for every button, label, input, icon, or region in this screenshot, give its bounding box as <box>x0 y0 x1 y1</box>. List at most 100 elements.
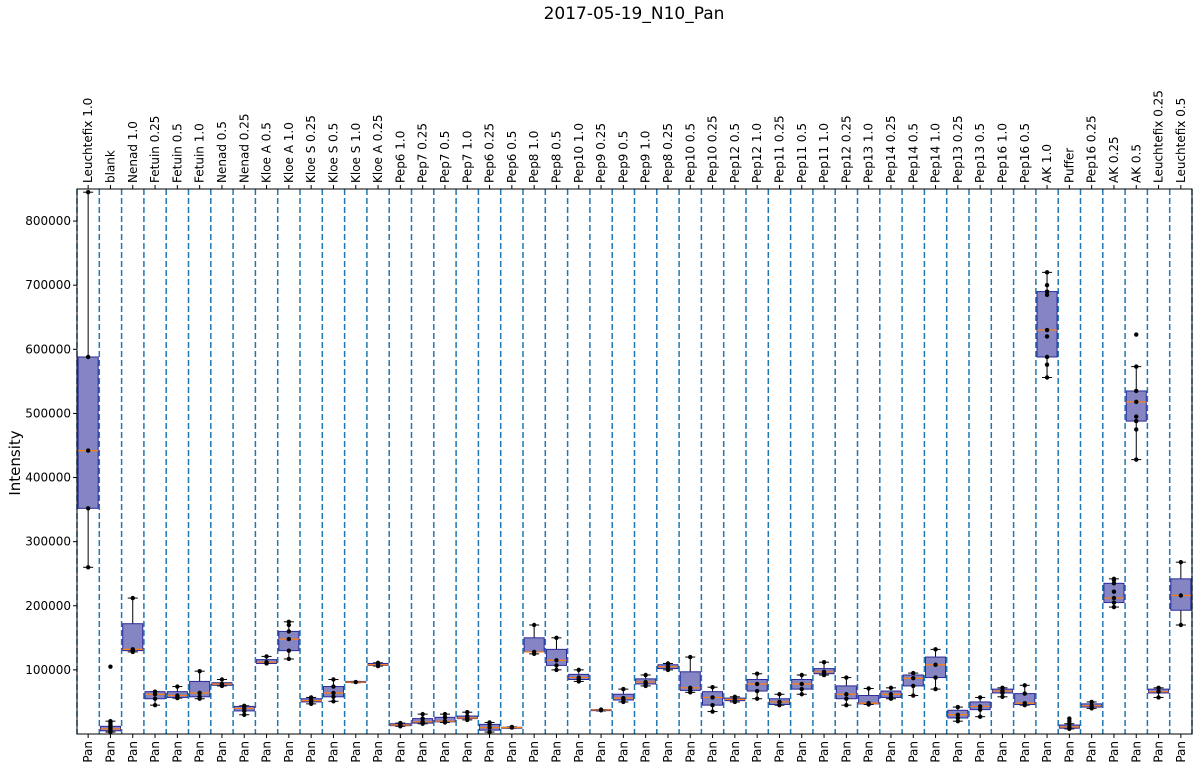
data-point <box>1134 364 1139 369</box>
data-point <box>554 658 559 663</box>
category-label: Pep13 0.25 <box>951 115 965 183</box>
data-point <box>933 662 938 667</box>
data-point <box>955 718 961 724</box>
data-point <box>197 668 202 674</box>
data-point <box>1044 270 1050 275</box>
data-point <box>621 695 626 701</box>
data-point <box>1156 685 1161 691</box>
data-point <box>754 681 760 687</box>
bottom-label: Pan <box>505 741 519 763</box>
data-point <box>1089 703 1094 708</box>
category-label: AK 0.25 <box>1107 136 1121 183</box>
plot-area-frame <box>76 188 1193 735</box>
box-48 <box>1125 366 1147 461</box>
category-label: Pep7 0.5 <box>438 131 452 183</box>
data-point <box>911 676 916 681</box>
data-point <box>85 506 91 511</box>
y-tick-label: 300000 <box>25 535 71 549</box>
bottom-label: Pan <box>995 741 1009 763</box>
category-label: Fetuin 0.5 <box>170 123 184 183</box>
data-point <box>375 660 381 666</box>
category-label: Pep8 0.5 <box>549 131 563 183</box>
chart-title: 2017-05-19_N10_Pan <box>543 4 725 24</box>
bottom-label: Pan <box>973 741 987 763</box>
data-point <box>1044 292 1050 297</box>
data-point <box>777 702 782 708</box>
box-3 <box>122 597 144 653</box>
data-point <box>1044 362 1050 367</box>
data-point <box>933 647 938 652</box>
data-point <box>85 448 91 453</box>
bottom-label: Pan <box>126 741 140 763</box>
bottom-label: Pan <box>527 741 541 763</box>
category-label: Kloe S 1.0 <box>349 123 363 183</box>
data-point <box>85 565 91 570</box>
data-point <box>264 659 269 665</box>
data-point <box>1111 604 1117 610</box>
category-label: AK 1.0 <box>1040 144 1054 183</box>
data-point <box>554 667 559 673</box>
bottom-label: Pan <box>728 741 742 763</box>
data-point <box>420 716 425 721</box>
category-label: Kloe A 0.5 <box>260 122 274 183</box>
data-point <box>242 703 247 708</box>
data-point <box>710 702 715 708</box>
category-label: Pep8 1.0 <box>527 131 541 183</box>
data-point <box>1067 724 1072 730</box>
box-31 <box>746 673 768 700</box>
data-point <box>799 686 804 692</box>
category-label: Puffer <box>1062 148 1076 183</box>
bottom-label: Pan <box>1085 741 1099 763</box>
data-point <box>665 661 671 666</box>
data-point <box>977 695 983 700</box>
box-iqr <box>545 648 567 666</box>
data-point <box>866 686 871 691</box>
category-label: Pep6 1.0 <box>393 131 407 183</box>
data-point <box>1111 600 1117 605</box>
data-point <box>465 713 470 719</box>
box-35 <box>835 677 857 706</box>
bottom-label: Pan <box>616 741 630 763</box>
data-point <box>1156 695 1161 700</box>
category-label: Pep12 0.25 <box>839 115 853 183</box>
bottom-label: Pan <box>906 741 920 763</box>
data-point <box>1134 427 1139 432</box>
category-label: Kloe A 1.0 <box>282 122 296 183</box>
category-label: Pep8 0.25 <box>661 123 675 183</box>
data-point <box>955 712 961 717</box>
y-axis-label: Intensity <box>6 430 24 495</box>
data-point <box>1000 685 1005 691</box>
category-label: Pep14 0.25 <box>884 115 898 183</box>
bottom-label: Pan <box>81 741 95 763</box>
bottom-label: Pan <box>1129 741 1143 763</box>
data-point <box>977 714 983 719</box>
data-point <box>531 649 537 655</box>
data-point <box>688 654 693 660</box>
data-point <box>1156 689 1161 694</box>
bottom-label: Pan <box>393 741 407 763</box>
data-point <box>821 659 827 665</box>
data-point <box>442 711 448 717</box>
data-point <box>331 694 336 700</box>
data-point <box>621 686 626 692</box>
y-tick-label: 400000 <box>25 471 71 485</box>
data-point <box>754 688 760 694</box>
category-label: Leuchtefix 0.25 <box>1152 90 1166 183</box>
category-label: Leuchtefix 0.5 <box>1174 98 1188 183</box>
data-point <box>353 679 358 685</box>
data-point <box>219 677 225 682</box>
data-point <box>1134 332 1139 337</box>
category-label: Pep6 0.25 <box>483 123 497 183</box>
category-label: Pep14 0.5 <box>906 123 920 183</box>
category-label: Pep11 0.5 <box>795 123 809 183</box>
data-point <box>1134 418 1139 424</box>
bottom-label: Pan <box>951 741 965 763</box>
box-iqr <box>77 356 99 509</box>
data-point <box>487 725 492 730</box>
bottom-label: Pan <box>460 741 474 763</box>
data-point <box>108 664 113 669</box>
bottom-label: Pan <box>103 741 117 763</box>
category-label: Pep11 1.0 <box>817 123 831 183</box>
data-point <box>777 692 782 697</box>
